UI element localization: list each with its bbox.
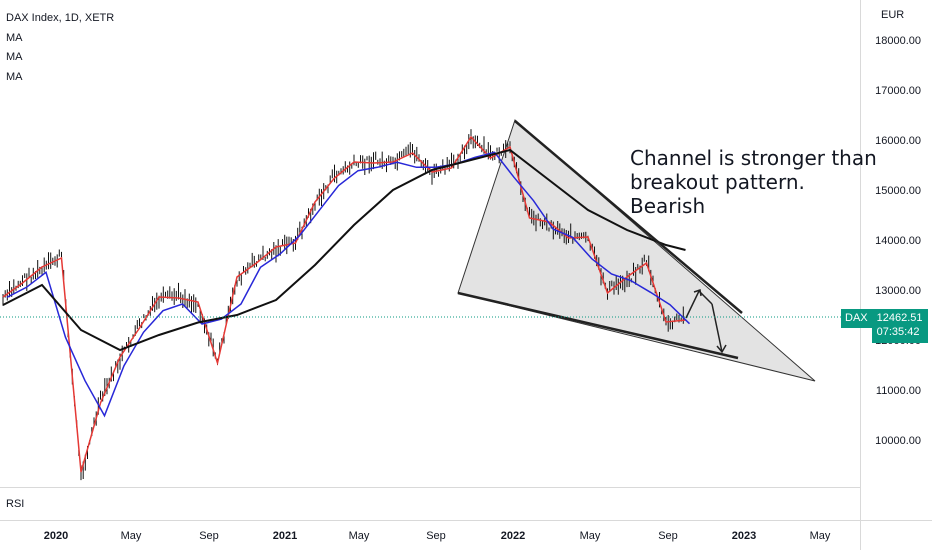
y-tick-label: 17000.00 (875, 85, 921, 97)
ma-slow-line[interactable] (2, 148, 686, 352)
x-tick-label: 2021 (273, 530, 297, 542)
x-tick-label: Sep (658, 530, 678, 542)
lower-trendline[interactable] (457, 291, 739, 360)
annotation-line-2: breakout pattern. (630, 170, 805, 194)
y-tick-label: 11000.00 (876, 385, 921, 397)
annotation-line-3: Bearish (630, 194, 706, 218)
ma-indicator-3[interactable]: MA (6, 70, 23, 83)
up-arrow-head (693, 289, 702, 297)
y-tick-label: 14000.00 (875, 235, 921, 247)
last-price-tag: DAX 12462.51 07:35:42 (841, 309, 928, 343)
rsi-pane-label[interactable]: RSI (6, 498, 25, 510)
text-annotation[interactable]: Channel is stronger than breakout patter… (630, 146, 877, 218)
symbol-title[interactable]: DAX Index, 1D, XETR (6, 12, 115, 24)
y-tick-label: 10000.00 (875, 435, 921, 447)
chart-legend: DAX Index, 1D, XETR MA MA MA (6, 9, 114, 87)
ma-indicator-1[interactable]: MA (6, 31, 23, 44)
ma-lines-layer (2, 135, 691, 473)
currency-label: EUR (881, 9, 905, 21)
triangle-drawing[interactable] (457, 119, 816, 382)
x-tick-label: 2022 (501, 530, 525, 542)
price-tag-box: 12462.51 07:35:42 (871, 309, 928, 343)
ma-fast-line[interactable] (2, 135, 686, 473)
x-tick-label: Sep (426, 530, 446, 542)
ma-mid-line[interactable] (6, 151, 691, 418)
time-axis[interactable]: 2020 May Sep 2021 May Sep 2022 May Sep 2023 May (44, 530, 831, 542)
ma-indicator-2[interactable]: MA (6, 51, 23, 63)
upper-trendline[interactable] (514, 120, 743, 314)
y-tick-label: 13000.00 (875, 285, 921, 297)
y-tick-label: 18000.00 (875, 35, 921, 47)
down-arrow-head (716, 344, 727, 354)
annotation-line-1: Channel is stronger than (630, 146, 877, 170)
price-axis[interactable]: 18000.00 17000.00 16000.00 15000.00 14000.00… (875, 35, 921, 447)
down-arrow[interactable] (711, 303, 723, 353)
price-tag-symbol: DAX (841, 309, 872, 328)
x-tick-label: May (810, 530, 831, 542)
x-tick-label: May (580, 530, 601, 542)
y-tick-label: 16000.00 (875, 135, 921, 147)
x-tick-label: Sep (199, 530, 219, 542)
x-tick-label: 2023 (732, 530, 756, 542)
x-tick-label: May (349, 530, 370, 542)
x-tick-label: May (121, 530, 142, 542)
y-tick-label: 15000.00 (875, 185, 921, 197)
price-tag-price: 12462.51 (876, 312, 923, 324)
price-tag-countdown: 07:35:42 (876, 326, 920, 338)
x-tick-label: 2020 (44, 530, 68, 542)
